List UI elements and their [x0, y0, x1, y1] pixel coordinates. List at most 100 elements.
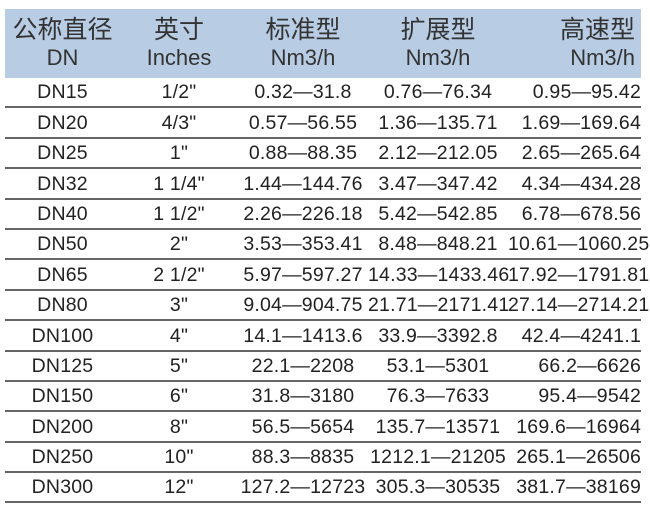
cell-standard: 56.5—5654	[251, 415, 355, 438]
cell-standard: 22.1—2208	[251, 354, 355, 377]
cell-extended: 2.12—212.05	[378, 142, 498, 165]
table-row: DN300 12" 127.2—12723 305.3—30535 381.7—3816…	[5, 473, 641, 504]
header-extended: 扩展型 Nm3/h	[368, 9, 508, 78]
cell-high-speed: 4.34—434.28	[521, 172, 641, 195]
cell-extended: 33.9—3392.8	[378, 324, 498, 347]
table-row: DN100 4" 14.1—1413.6 33.9—3392.8 42.4—4241.1	[5, 321, 641, 352]
cell-standard: 1.44—144.76	[243, 172, 363, 195]
cell-extended: 1.36—135.71	[378, 111, 498, 134]
cell-extended: 305.3—30535	[375, 476, 501, 499]
cell-standard: 14.1—1413.6	[243, 324, 363, 347]
cell-inches: 1 1/4"	[153, 172, 205, 195]
table-row: DN150 6" 31.8—3180 76.3—7633 95.4—9542	[5, 382, 641, 413]
cell-extended: 5.42—542.85	[378, 202, 498, 225]
cell-inches: 1/2"	[161, 81, 197, 104]
header-label: 高速型	[559, 15, 635, 44]
cell-standard: 0.32—31.8	[254, 81, 352, 104]
header-dn: 公称直径 DN	[5, 9, 120, 78]
cell-standard: 88.3—8835	[251, 446, 355, 469]
table-row: DN50 2" 3.53—353.41 8.48—848.21 10.61—1060.2…	[5, 230, 650, 261]
header-label: 扩展型	[400, 15, 476, 44]
cell-standard: 2.26—226.18	[243, 202, 363, 225]
table-row: DN32 1 1/4" 1.44—144.76 3.47—347.42 4.34—434…	[5, 169, 641, 200]
cell-standard: 0.57—56.55	[248, 111, 358, 134]
header-standard: 标准型 Nm3/h	[238, 9, 368, 78]
cell-extended: 14.33—1433.46	[368, 263, 510, 286]
cell-dn: DN15	[37, 81, 88, 104]
header-label: 公称直径	[12, 15, 113, 44]
header-unit: Nm3/h	[270, 44, 336, 70]
table-header: 公称直径 DN 英寸 Inches 标准型 Nm3/h 扩展型 Nm3/h 高速型 Nm3…	[5, 9, 641, 78]
cell-extended: 135.7—13571	[375, 415, 501, 438]
cell-dn: DN300	[31, 476, 94, 499]
cell-high-speed: 265.1—26506	[516, 446, 641, 469]
cell-dn: DN200	[31, 415, 94, 438]
cell-dn: DN20	[37, 111, 88, 134]
cell-standard: 9.04—904.75	[243, 294, 363, 317]
cell-dn: DN32	[37, 172, 88, 195]
cell-standard: 0.88—88.35	[248, 142, 358, 165]
header-label: 标准型	[265, 15, 341, 44]
table-row: DN20 4/3" 0.57—56.55 1.36—135.71 1.69—169.64	[5, 108, 641, 139]
cell-extended: 1212.1—21205	[370, 446, 506, 469]
cell-inches: 4/3"	[161, 111, 197, 134]
cell-standard: 31.8—3180	[251, 385, 355, 408]
cell-dn: DN25	[37, 142, 88, 165]
cell-inches: 2"	[169, 233, 189, 256]
header-unit: Nm3/h	[405, 44, 471, 70]
cell-standard: 3.53—353.41	[243, 233, 363, 256]
header-label: 英寸	[153, 15, 204, 44]
cell-high-speed: 381.7—38169	[516, 476, 641, 499]
cell-dn: DN125	[31, 354, 94, 377]
flow-range-table: 公称直径 DN 英寸 Inches 标准型 Nm3/h 扩展型 Nm3/h 高速型 Nm3…	[5, 9, 650, 504]
cell-high-speed: 169.6—16964	[516, 415, 641, 438]
cell-high-speed: 27.14—2714.21	[508, 294, 650, 317]
header-inches: 英寸 Inches	[120, 9, 238, 78]
table-row: DN250 10" 88.3—8835 1212.1—21205 265.1—26506	[5, 443, 641, 474]
cell-high-speed: 66.2—6626	[538, 354, 641, 377]
cell-high-speed: 1.69—169.64	[521, 111, 641, 134]
table-row: DN25 1" 0.88—88.35 2.12—212.05 2.65—265.64	[5, 139, 641, 170]
table-row: DN125 5" 22.1—2208 53.1—5301 66.2—6626	[5, 352, 641, 382]
cell-dn: DN65	[37, 263, 88, 286]
cell-inches: 3"	[169, 294, 189, 317]
cell-high-speed: 6.78—678.56	[521, 202, 641, 225]
cell-extended: 76.3—7633	[386, 385, 490, 408]
header-unit: DN	[46, 44, 79, 70]
cell-high-speed: 0.95—95.42	[532, 81, 641, 104]
cell-inches: 2 1/2"	[153, 263, 205, 286]
table-row: DN200 8" 56.5—5654 135.7—13571 169.6—16964	[5, 412, 641, 443]
header-unit: Nm3/h	[570, 44, 635, 70]
cell-extended: 21.71—2171.41	[368, 294, 510, 317]
cell-inches: 5"	[169, 354, 189, 377]
table-row: DN40 1 1/2" 2.26—226.18 5.42—542.85 6.78—678…	[5, 200, 641, 230]
cell-high-speed: 42.4—4241.1	[521, 324, 641, 347]
cell-inches: 1"	[169, 142, 189, 165]
cell-high-speed: 95.4—9542	[538, 385, 641, 408]
cell-dn: DN80	[37, 294, 88, 317]
cell-dn: DN250	[31, 446, 94, 469]
header-high-speed: 高速型 Nm3/h	[508, 9, 641, 78]
cell-extended: 53.1—5301	[386, 354, 490, 377]
cell-standard: 5.97—597.27	[243, 263, 363, 286]
cell-high-speed: 2.65—265.64	[521, 142, 641, 165]
table-body: DN15 1/2" 0.32—31.8 0.76—76.34 0.95—95.42 DN2…	[5, 78, 650, 504]
cell-dn: DN150	[31, 385, 94, 408]
header-unit: Inches	[146, 44, 212, 70]
cell-dn: DN50	[37, 233, 88, 256]
table-row: DN15 1/2" 0.32—31.8 0.76—76.34 0.95—95.42	[5, 78, 641, 109]
cell-inches: 1 1/2"	[153, 202, 205, 225]
cell-standard: 127.2—12723	[240, 476, 366, 499]
cell-extended: 3.47—347.42	[378, 172, 498, 195]
cell-inches: 12"	[164, 476, 194, 499]
table-row: DN65 2 1/2" 5.97—597.27 14.33—1433.46 17.92—…	[5, 260, 650, 291]
cell-inches: 6"	[169, 385, 189, 408]
cell-high-speed: 10.61—1060.25	[508, 233, 650, 256]
cell-dn: DN40	[37, 202, 88, 225]
cell-extended: 0.76—76.34	[383, 81, 493, 104]
cell-dn: DN100	[31, 324, 94, 347]
cell-inches: 4"	[169, 324, 189, 347]
table-row: DN80 3" 9.04—904.75 21.71—2171.41 27.14—2714…	[5, 291, 650, 322]
cell-extended: 8.48—848.21	[378, 233, 498, 256]
cell-high-speed: 17.92—1791.81	[508, 263, 650, 286]
